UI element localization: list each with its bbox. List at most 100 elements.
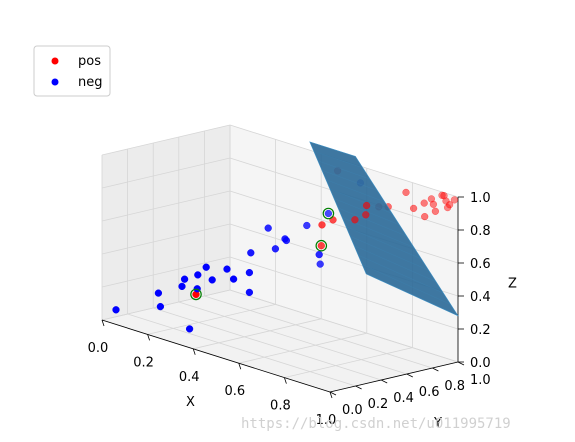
plane-mesh-line xyxy=(358,254,444,294)
grid-line xyxy=(229,289,459,363)
y-tick-label: 0.2 xyxy=(368,397,389,412)
legend-neg-label: neg xyxy=(78,75,103,90)
grid-line xyxy=(101,190,231,222)
neg-point xyxy=(264,224,272,232)
points-in-front xyxy=(112,201,371,333)
x-axis-line xyxy=(101,319,331,393)
grid-line xyxy=(127,313,356,387)
neg-point xyxy=(202,263,210,271)
grid-line xyxy=(101,256,231,288)
plane-mesh-line xyxy=(337,207,407,237)
legend: pos neg xyxy=(33,45,111,97)
x-tick-label: 0.6 xyxy=(224,384,245,399)
back-pane xyxy=(230,125,458,362)
neg-point xyxy=(180,275,189,283)
pos-point xyxy=(402,188,410,197)
y-axis-label: Y xyxy=(433,416,442,431)
plane-mesh-line xyxy=(313,151,363,168)
pos-point xyxy=(443,203,452,212)
x-tick-mark xyxy=(284,377,287,384)
pos-point xyxy=(427,195,436,203)
z-tick-label: 1.0 xyxy=(470,191,491,206)
grid-line xyxy=(101,157,231,189)
pos-point xyxy=(440,192,448,200)
x-axis-label: X xyxy=(186,395,195,410)
y-tick-label: 0.8 xyxy=(444,379,465,394)
pos-point xyxy=(317,242,325,250)
x-tick-label: 1.0 xyxy=(316,413,337,428)
plane-mesh-line xyxy=(317,160,371,180)
y-tick-label: 0.6 xyxy=(419,385,440,400)
neg-point xyxy=(223,265,231,273)
y-tick-mark xyxy=(355,385,362,390)
neg-point xyxy=(316,260,324,268)
neg-point xyxy=(208,276,216,284)
watermark: https://blog.csdn.net/u011995719 xyxy=(241,416,511,432)
pos-point xyxy=(442,197,450,205)
x-tick-label: 0.4 xyxy=(179,370,200,385)
neg-point xyxy=(303,221,311,230)
plane-mesh-line xyxy=(321,170,378,191)
axis-panes xyxy=(102,125,458,392)
pos-point xyxy=(362,211,370,219)
highlight-ring xyxy=(190,288,202,301)
neg-point xyxy=(281,235,289,243)
x-tick-label: 0.8 xyxy=(270,399,291,414)
grid-line xyxy=(229,190,459,264)
z-tick-label: 0.6 xyxy=(470,257,491,272)
pos-point xyxy=(351,216,359,224)
y-tick-label: 0.0 xyxy=(342,403,363,418)
x-tick-mark xyxy=(238,363,242,370)
legend-pos-label: pos xyxy=(78,54,101,69)
x-tick-label: 0.2 xyxy=(133,355,154,370)
pos-point xyxy=(450,196,459,204)
axis-lines xyxy=(101,197,459,393)
plane-mesh-line xyxy=(354,245,437,282)
neg-point xyxy=(247,249,255,257)
z-tick-label: 0.4 xyxy=(470,290,491,305)
plane-mesh-line xyxy=(362,264,451,305)
tick-labels: 0.0 0.2 0.4 0.6 0.8 1.0 0.0 0.2 0.4 0.6 0.8 1.0 0.0 0… xyxy=(88,191,491,428)
plane-mesh-line xyxy=(329,188,393,214)
neg-point xyxy=(315,250,323,259)
pos-point xyxy=(318,221,326,229)
neg-point xyxy=(245,268,254,277)
pos-point xyxy=(409,204,418,213)
z-tick-label: 0.8 xyxy=(470,224,491,239)
neg-point xyxy=(154,289,163,297)
grid-line xyxy=(238,332,367,364)
neg-point xyxy=(156,302,165,311)
grid-line xyxy=(204,295,433,369)
y-tick-mark xyxy=(406,373,413,378)
neg-point xyxy=(178,282,186,291)
grid-line xyxy=(153,307,382,381)
grid-line xyxy=(147,304,276,335)
floor-pane xyxy=(102,290,458,392)
neg-point xyxy=(229,275,238,283)
x-tick-mark xyxy=(329,391,333,399)
neg-point xyxy=(271,245,280,253)
separating-plane xyxy=(309,141,459,317)
plane-mesh-line xyxy=(325,179,385,203)
neg-point xyxy=(185,325,194,333)
y-axis-line xyxy=(329,361,459,393)
grid-line xyxy=(101,289,231,321)
pos-point xyxy=(431,207,440,215)
highlight-ring xyxy=(322,207,335,220)
pos-point xyxy=(445,201,454,209)
plane-mesh-line xyxy=(345,226,422,259)
pos-point xyxy=(438,191,446,199)
left-pane xyxy=(102,125,230,320)
y-tick-mark xyxy=(381,379,388,384)
highlight-ring xyxy=(315,239,328,252)
pos-point xyxy=(329,216,337,224)
y-tick-mark xyxy=(329,391,337,396)
neg-point xyxy=(324,209,333,218)
x-tick-label: 0.0 xyxy=(88,341,109,356)
z-tick-label: 0.0 xyxy=(470,356,491,371)
pos-point xyxy=(420,199,428,207)
legend-pos-marker xyxy=(51,57,59,65)
plane-surface xyxy=(309,141,459,317)
